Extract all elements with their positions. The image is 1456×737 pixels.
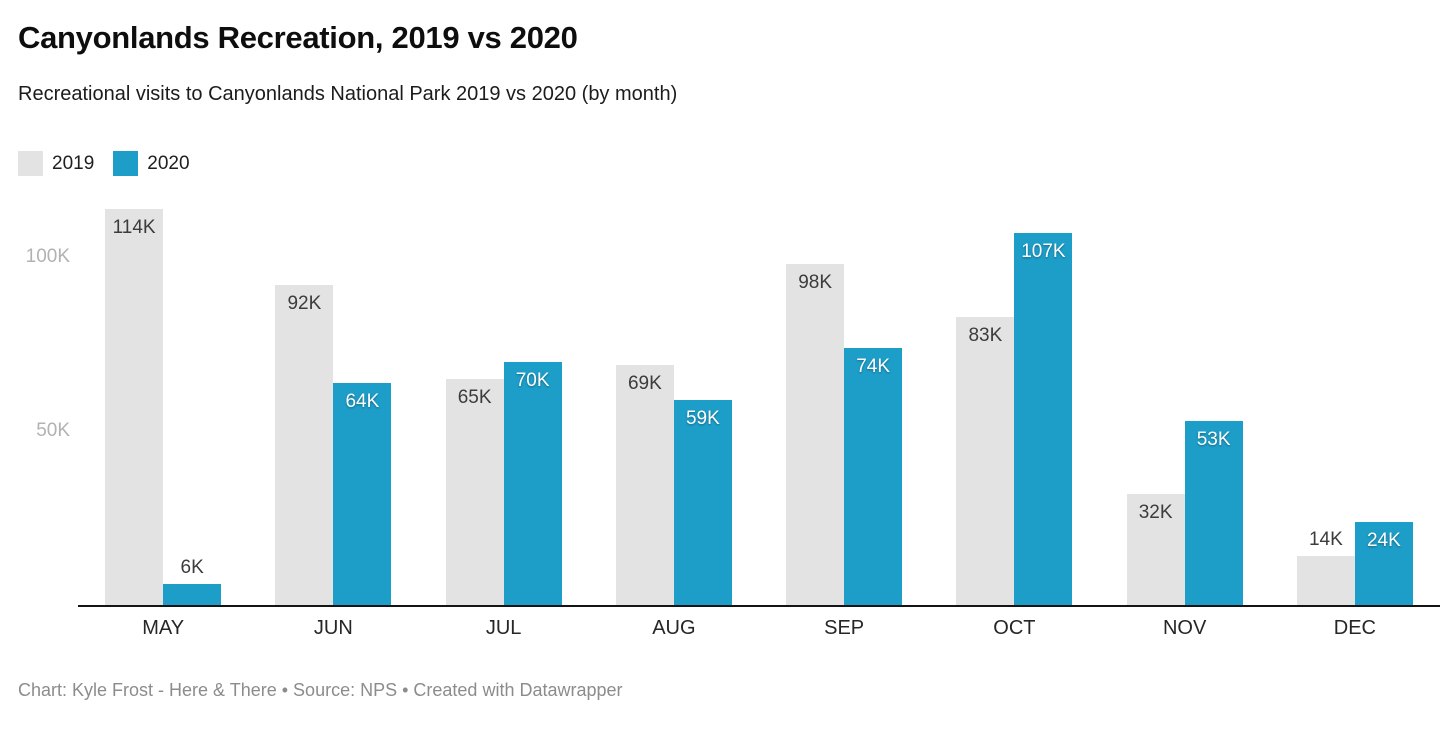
bar-group-oct: 83K 107K [929,190,1099,605]
x-axis-label-jun: JUN [313,617,353,639]
bar-group-may: 114K 6K [78,190,248,605]
bar-2020-aug: 59K [673,400,732,605]
bar-2020-jul: 70K [503,362,562,605]
bar-group-nov: 32K 53K [1100,190,1270,605]
x-axis-labels: MAY JUN JUL AUG SEP OCT NOV DEC [78,617,1440,640]
bar-group-jul: 65K 70K [419,190,589,605]
x-axis-label-may: MAY [142,617,185,639]
bar-value-label-2020-oct: 107K [1021,241,1066,262]
bar-group-sep: 98K 74K [759,190,929,605]
bar-value-label-2019-may: 114K [112,217,156,238]
x-axis-label-aug: AUG [652,617,696,639]
x-axis-label-oct: OCT [993,617,1036,639]
bar-2019-oct: 83K [956,317,1015,605]
x-axis-label-nov: NOV [1162,617,1207,639]
bar-value-label-2020-aug: 59K [685,408,720,429]
bar-value-label-2020-sep: 74K [856,356,891,377]
bar-2019-sep: 98K [786,264,845,605]
bar-2019-jul: 65K [445,379,504,605]
bar-value-label-2020-nov: 53K [1196,429,1231,450]
chart-header: Canyonlands Recreation, 2019 vs 2020 Rec… [0,0,1456,106]
bar-group-dec: 14K 24K [1270,190,1440,605]
y-axis-tick-50k: 50K [36,420,70,441]
chart-subtitle: Recreational visits to Canyonlands Natio… [18,83,678,105]
bar-group-aug: 69K 59K [589,190,759,605]
legend-swatch-2019 [18,151,43,176]
bar-value-label-2020-may: 6K [180,557,204,578]
legend-item-2019: 2019 [18,151,94,176]
bar-value-label-2019-jun: 92K [287,293,322,314]
bar-2020-nov: 53K [1184,421,1243,605]
plot-area: 50K 100K 114K 6K 92K 64K 65K 70K 69K 59K 98K 74K 83K… [26,190,1440,607]
legend-swatch-2020 [113,151,139,176]
legend-label-2020: 2020 [147,152,190,174]
legend-item-2020: 2020 [113,151,190,176]
bar-value-label-2019-dec: 14K [1308,529,1343,550]
bar-2020-oct: 107K [1014,233,1073,605]
chart-credit: Chart: Kyle Frost - Here & There • Sourc… [18,680,623,700]
bar-value-label-2019-sep: 98K [798,272,833,293]
bar-2019-jun: 92K [275,285,334,605]
bar-value-label-2019-nov: 32K [1138,502,1173,523]
bar-2020-may: 6K [163,557,222,605]
x-axis-label-dec: DEC [1333,617,1376,639]
y-axis-tick-100k: 100K [25,246,70,267]
bar-2019-aug: 69K [615,365,674,605]
bar-value-label-2020-jul: 70K [515,370,550,391]
bar-value-label-2020-jun: 64K [345,391,380,412]
x-axis-label-sep: SEP [824,617,865,639]
bar-2019-may: 114K [105,209,164,605]
chart-title: Canyonlands Recreation, 2019 vs 2020 [18,20,578,55]
chart-legend: 2019 2020 [18,151,1456,176]
bar-value-label-2019-jul: 65K [457,387,492,408]
bar-2020-dec: 24K [1354,522,1413,605]
bar-group-jun: 92K 64K [248,190,418,605]
bar-2020-sep: 74K [844,348,903,605]
bar-value-label-2020-dec: 24K [1366,530,1401,551]
bar-2019-nov: 32K [1126,494,1185,605]
bar-2020-jun: 64K [333,383,392,605]
bar-value-label-2019-aug: 69K [627,373,662,394]
bar-2019-dec: 14K [1296,529,1355,605]
x-axis-label-jul: JUL [485,617,522,639]
legend-label-2019: 2019 [52,152,95,174]
bar-value-label-2019-oct: 83K [968,325,1003,346]
chart-area: 50K 100K 114K 6K 92K 64K 65K 70K 69K 59K 98K 74K 83K… [26,190,1440,640]
